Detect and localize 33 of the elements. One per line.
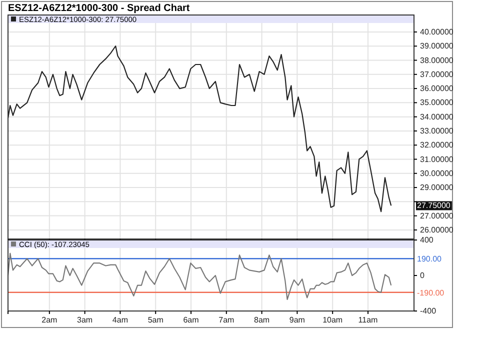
y-tick-label: 0 <box>420 271 425 280</box>
chart-title: ESZ12-A6Z12*1000-300 - Spread Chart <box>8 3 190 14</box>
y-tick-label: 36.00000 <box>420 84 454 94</box>
y-tick-label: -400 <box>420 306 437 316</box>
y-tick-label: 39.00000 <box>420 42 454 51</box>
y-tick-label: 32.00000 <box>420 140 454 150</box>
y-tick-label: 27.00000 <box>420 211 454 220</box>
y-tick-label: 38.00000 <box>420 56 454 65</box>
x-tick-label: 8am <box>254 316 270 325</box>
x-tick-label: 10am <box>322 316 343 325</box>
y-tick-label: 30.00000 <box>420 168 454 178</box>
ref-line-label: -190.00 <box>417 288 445 298</box>
x-tick-label: 3am <box>77 316 93 325</box>
x-tick-label: 4am <box>112 316 128 325</box>
x-tick-label: 7am <box>218 316 235 325</box>
line-series <box>7 252 392 300</box>
text: 27.75000 <box>417 201 451 210</box>
x-tick-label: 5am <box>148 316 164 325</box>
x-tick-label: 11am <box>358 316 378 325</box>
y-tick-label: 40.00000 <box>420 28 454 37</box>
x-tick-label: 6am <box>183 316 200 325</box>
x-tick-label: 9am <box>289 316 306 325</box>
y-tick-label: 37.00000 <box>420 70 454 79</box>
y-tick-label: 29.00000 <box>420 183 454 192</box>
y-tick-label: 34.00000 <box>420 112 454 122</box>
line-series <box>7 46 392 212</box>
ref-line-label: 190.00 <box>417 254 442 264</box>
y-tick-label: 31.00000 <box>420 154 454 164</box>
y-tick-label: 35.00000 <box>420 98 454 108</box>
y-tick-label: 26.00000 <box>420 226 454 235</box>
y-tick-label: 33.00000 <box>420 126 454 136</box>
x-tick-label: 2am <box>42 316 58 325</box>
y-tick-label: 400 <box>420 236 434 245</box>
